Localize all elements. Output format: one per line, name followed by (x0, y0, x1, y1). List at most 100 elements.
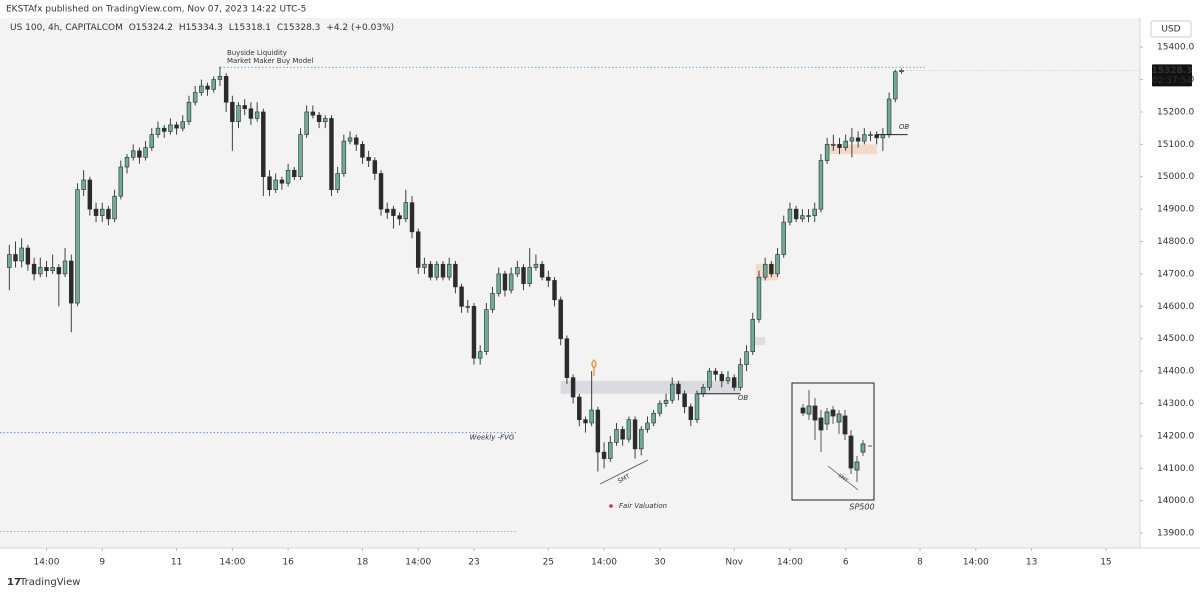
candle-body (793, 208, 799, 220)
candle-body (800, 215, 805, 220)
candle-body (409, 202, 415, 233)
x-tick-label: 30 (654, 558, 666, 568)
candle-body (762, 263, 768, 278)
candle-body (192, 92, 198, 103)
candle-body (738, 364, 743, 388)
candle-body (608, 442, 613, 459)
candle-body (143, 147, 148, 158)
candle-body (595, 409, 601, 453)
candle-body (837, 144, 842, 148)
level-label: Buyside Liquidity (227, 49, 287, 57)
candle-body (7, 254, 12, 268)
candle-body (230, 101, 235, 122)
candle-body (279, 179, 285, 184)
annotation: OB (738, 394, 749, 402)
candle-body (886, 98, 892, 135)
candle-body (118, 166, 124, 197)
candle-body (44, 267, 49, 271)
x-tick-label: 18 (357, 558, 369, 568)
candle-body (521, 267, 526, 284)
candle-body (558, 299, 563, 340)
candle-body (893, 71, 898, 100)
candle-body (124, 157, 130, 168)
candle-body (100, 208, 105, 216)
candle-body (273, 179, 278, 190)
candle-body (570, 377, 576, 398)
currency-box[interactable] (1150, 20, 1192, 38)
candle-body (292, 169, 297, 178)
candle-body (19, 247, 24, 262)
x-tick-label: 25 (543, 558, 554, 568)
x-tick-label: 23 (468, 558, 479, 568)
candle-body (69, 260, 74, 304)
candle-body (781, 221, 786, 255)
x-tick-label: 9 (99, 558, 105, 568)
level-label: Market Maker Buy Model (227, 57, 314, 65)
legend-change: +4.2 (+0.03%) (326, 23, 394, 33)
candle-body (583, 419, 588, 424)
candle-body (415, 231, 421, 268)
y-tick-label: 14800.0 (1157, 237, 1194, 247)
candle-body (806, 215, 811, 217)
legend-open: O15324.2 (129, 23, 173, 33)
candle-body (465, 306, 470, 308)
candle-body (316, 114, 322, 122)
x-tick-label: 14:00 (219, 558, 245, 568)
candle-body (130, 150, 136, 158)
candle-body (645, 422, 650, 430)
candle-body (106, 208, 111, 220)
candle-body (750, 318, 755, 352)
zone (752, 337, 766, 346)
candle-body (248, 108, 254, 119)
footer: 17 TradingView (7, 577, 80, 588)
candle-body (285, 169, 291, 184)
smt-line (599, 459, 649, 485)
plot-area (0, 18, 1140, 548)
candle-body (199, 85, 204, 93)
inset-box (791, 382, 875, 501)
fair-valuation-dot (609, 504, 613, 508)
candle-body (335, 173, 340, 190)
candle-body (471, 306, 477, 359)
candle-body (137, 150, 142, 158)
candle-body (843, 140, 848, 148)
candle-body (682, 393, 687, 408)
publisher: EKSTAfx published on TradingView.com, No… (6, 5, 306, 15)
candle-body (434, 263, 440, 278)
smt-line (827, 465, 859, 491)
candle-body (50, 267, 55, 271)
symbol-legend: US 100, 4h, CAPITALCOM O15324.2 H15334.3… (10, 23, 394, 33)
annotation: SP500 (849, 503, 874, 512)
y-tick-label: 15100.0 (1157, 140, 1194, 150)
candle-body (223, 76, 229, 103)
candle-body (378, 173, 384, 210)
candle-body (372, 160, 378, 174)
legend-low: L15318.1 (229, 23, 271, 33)
candle-body (577, 396, 582, 421)
candle-body (719, 374, 725, 382)
x-tick-label: 13 (1026, 558, 1037, 568)
candle-body (707, 370, 712, 388)
candle-body (775, 254, 780, 275)
candle-body (676, 383, 681, 395)
y-tick-label: 14200.0 (1157, 431, 1194, 441)
candle-body (360, 144, 365, 158)
candle-body (831, 144, 836, 146)
inset-candles (800, 390, 872, 482)
x-tick-label: 14:00 (33, 558, 59, 568)
candle-body (744, 351, 749, 365)
symbol-title: US 100, 4h, CAPITALCOM (10, 23, 123, 33)
last-price-label: 15328.3 (1152, 66, 1193, 76)
candle-body (298, 134, 303, 178)
candle-body (31, 263, 37, 275)
candle-body (366, 157, 371, 161)
y-tick-label: 14700.0 (1157, 269, 1194, 279)
candle-body (87, 179, 93, 210)
legend-high: H15334.3 (179, 23, 223, 33)
candle-body (93, 208, 99, 216)
candle-body (62, 260, 68, 275)
candle-body (385, 208, 390, 213)
candle-body (56, 267, 62, 275)
x-tick-label: 14:00 (405, 558, 431, 568)
candle-body (626, 419, 632, 440)
